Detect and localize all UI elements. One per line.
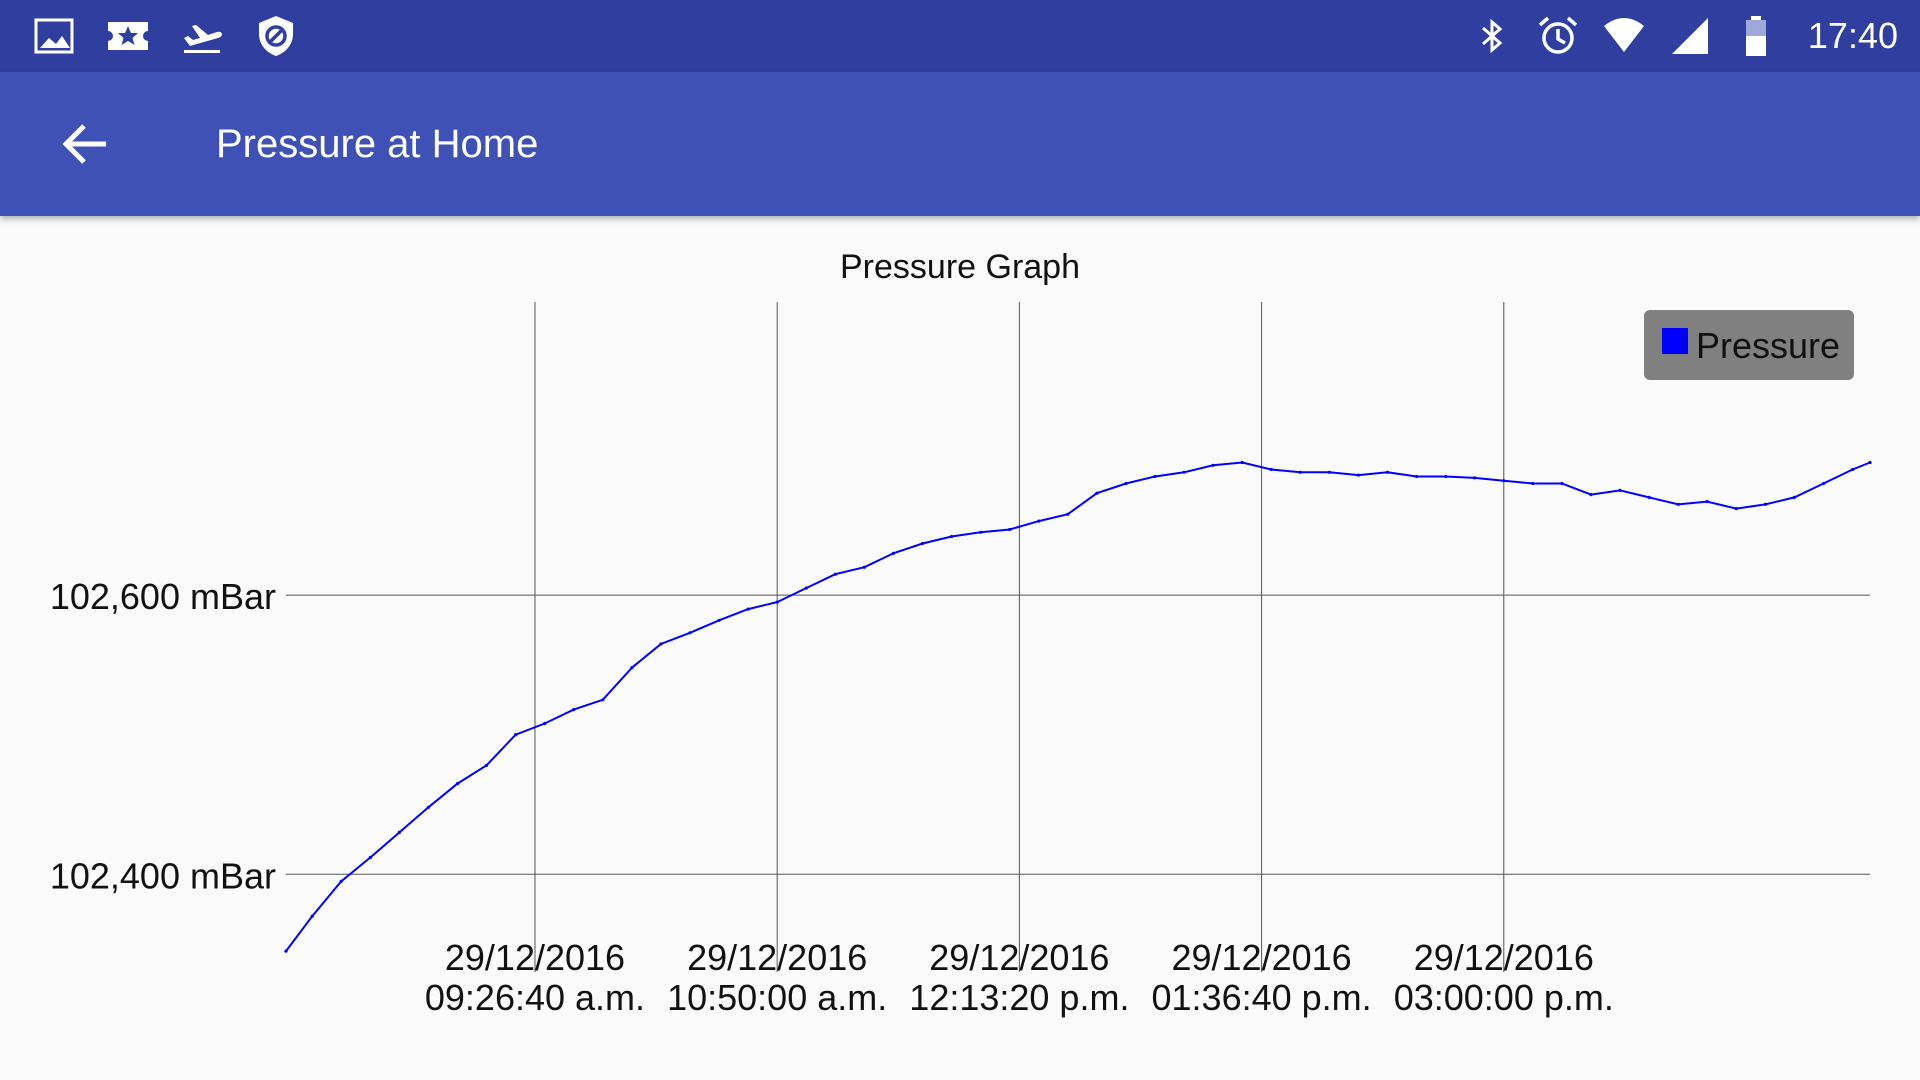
x-tick-label: 29/12/2016	[1414, 937, 1594, 978]
data-point	[775, 600, 779, 604]
alarm-icon	[1536, 14, 1580, 58]
legend-box	[1644, 310, 1854, 380]
data-point	[1792, 495, 1796, 499]
back-button[interactable]	[46, 108, 122, 180]
data-point	[688, 631, 692, 635]
data-point	[1385, 470, 1390, 474]
data-point	[833, 572, 837, 576]
data-point	[1240, 460, 1244, 465]
data-point	[543, 721, 547, 726]
x-tick-label: 10:50:00 a.m.	[667, 977, 887, 1018]
data-point	[1705, 500, 1709, 504]
data-point	[1560, 481, 1564, 486]
data-point	[1647, 495, 1651, 499]
x-tick-label: 29/12/2016	[929, 937, 1109, 978]
bluetooth-icon	[1470, 14, 1514, 58]
data-point	[1589, 493, 1593, 497]
y-tick-label: 102,400 mBar	[50, 855, 276, 896]
data-point	[1327, 470, 1331, 474]
data-point	[1066, 512, 1070, 516]
data-point	[659, 642, 663, 646]
chart-canvas: Pressure Graph 102,600 mBar 102,400 mBar 29…	[50, 248, 1872, 1018]
x-tick-label: 29/12/2016	[687, 937, 867, 978]
shield-block-icon	[254, 14, 298, 58]
legend-label: Pressure	[1696, 325, 1840, 366]
airplane-takeoff-icon	[180, 14, 224, 58]
data-point	[1415, 474, 1419, 479]
data-point	[1298, 470, 1302, 474]
data-point	[455, 782, 460, 786]
image-icon	[32, 14, 76, 58]
app-bar: Pressure at Home	[0, 72, 1920, 216]
data-point	[891, 551, 896, 555]
data-point	[950, 534, 954, 539]
data-point	[426, 805, 430, 809]
wifi-icon	[1602, 14, 1646, 58]
x-tick-label: 29/12/2016	[445, 937, 625, 978]
data-point	[630, 666, 634, 670]
data-point	[1851, 467, 1855, 472]
data-point	[368, 855, 372, 860]
data-point	[1473, 476, 1477, 480]
legend-swatch	[1662, 328, 1688, 354]
pressure-chart: Pressure Graph 102,600 mBar 102,400 mBar 29…	[0, 216, 1920, 1080]
data-point	[717, 618, 721, 622]
data-point	[397, 830, 401, 835]
ticket-star-icon	[106, 14, 150, 58]
series-line-pressure	[285, 461, 1871, 952]
x-tick-label: 12:13:20 p.m.	[909, 977, 1129, 1018]
data-point	[1868, 460, 1872, 465]
data-point	[1734, 507, 1738, 511]
data-point	[1182, 470, 1186, 474]
data-point	[862, 565, 867, 569]
data-point	[1008, 527, 1012, 532]
data-point	[1618, 488, 1622, 492]
data-point	[1821, 481, 1826, 486]
data-point	[1502, 479, 1506, 483]
data-point	[1444, 474, 1448, 479]
notification-icons	[32, 0, 298, 72]
battery-icon	[1734, 14, 1778, 58]
data-point	[979, 530, 983, 534]
data-point	[339, 879, 343, 883]
system-icons: 17:40	[1470, 0, 1898, 72]
data-point	[804, 586, 808, 590]
data-point	[1269, 467, 1273, 472]
clock: 17:40	[1807, 15, 1898, 56]
data-point	[1531, 481, 1535, 486]
chart-title: Pressure Graph	[840, 248, 1080, 286]
x-tick-label: 09:26:40 a.m.	[425, 977, 645, 1018]
data-point	[920, 541, 925, 546]
y-tick-label: 102,600 mBar	[50, 576, 276, 617]
x-tick-label: 29/12/2016	[1171, 937, 1351, 978]
data-point	[1763, 502, 1767, 506]
x-tick-label: 03:00:00 p.m.	[1394, 977, 1614, 1018]
data-point	[484, 763, 489, 768]
data-point	[1037, 519, 1041, 523]
data-point	[284, 949, 288, 953]
data-point	[514, 733, 518, 737]
data-point	[1153, 474, 1157, 479]
data-point	[1211, 463, 1215, 467]
status-bar: 17:40	[0, 0, 1920, 72]
page-title: Pressure at Home	[216, 122, 539, 166]
x-tick-label: 01:36:40 p.m.	[1152, 977, 1372, 1018]
data-point	[1124, 481, 1128, 486]
arrow-back-icon	[62, 124, 106, 164]
data-point	[1356, 473, 1361, 477]
data-point	[601, 698, 605, 702]
data-point	[746, 607, 750, 611]
data-point	[310, 914, 314, 918]
data-point	[1676, 502, 1680, 506]
cell-signal-icon	[1668, 14, 1712, 58]
data-point	[572, 708, 576, 712]
data-point	[1095, 491, 1099, 495]
